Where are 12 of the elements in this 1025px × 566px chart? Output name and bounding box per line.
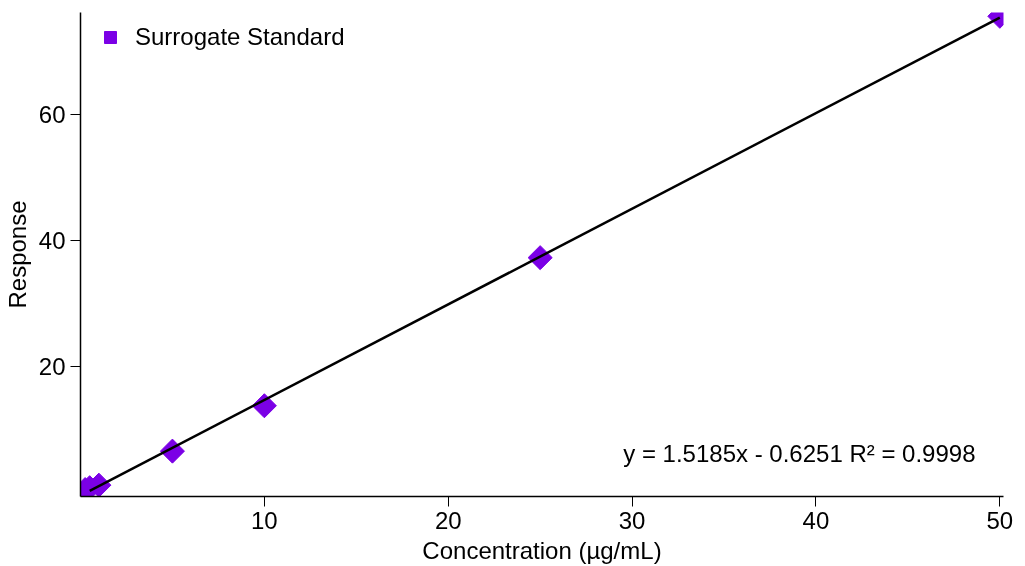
x-tick-label: 20 — [434, 506, 462, 534]
x-tick-label: 40 — [802, 506, 830, 534]
x-tick-label: 30 — [618, 506, 646, 534]
x-axis-title: Concentration (µg/mL) — [422, 536, 662, 564]
y-axis-title: Response — [3, 200, 31, 309]
x-tick-label: 50 — [986, 506, 1014, 534]
legend-label: Surrogate Standard — [135, 23, 345, 51]
y-tick-label: 60 — [38, 101, 66, 129]
annotation: y = 1.5185x - 0.6251 R² = 0.9998 — [623, 439, 976, 467]
y-tick-label: 40 — [38, 227, 66, 255]
y-tick-label: 20 — [38, 353, 66, 381]
x-tick-label: 10 — [251, 506, 278, 534]
